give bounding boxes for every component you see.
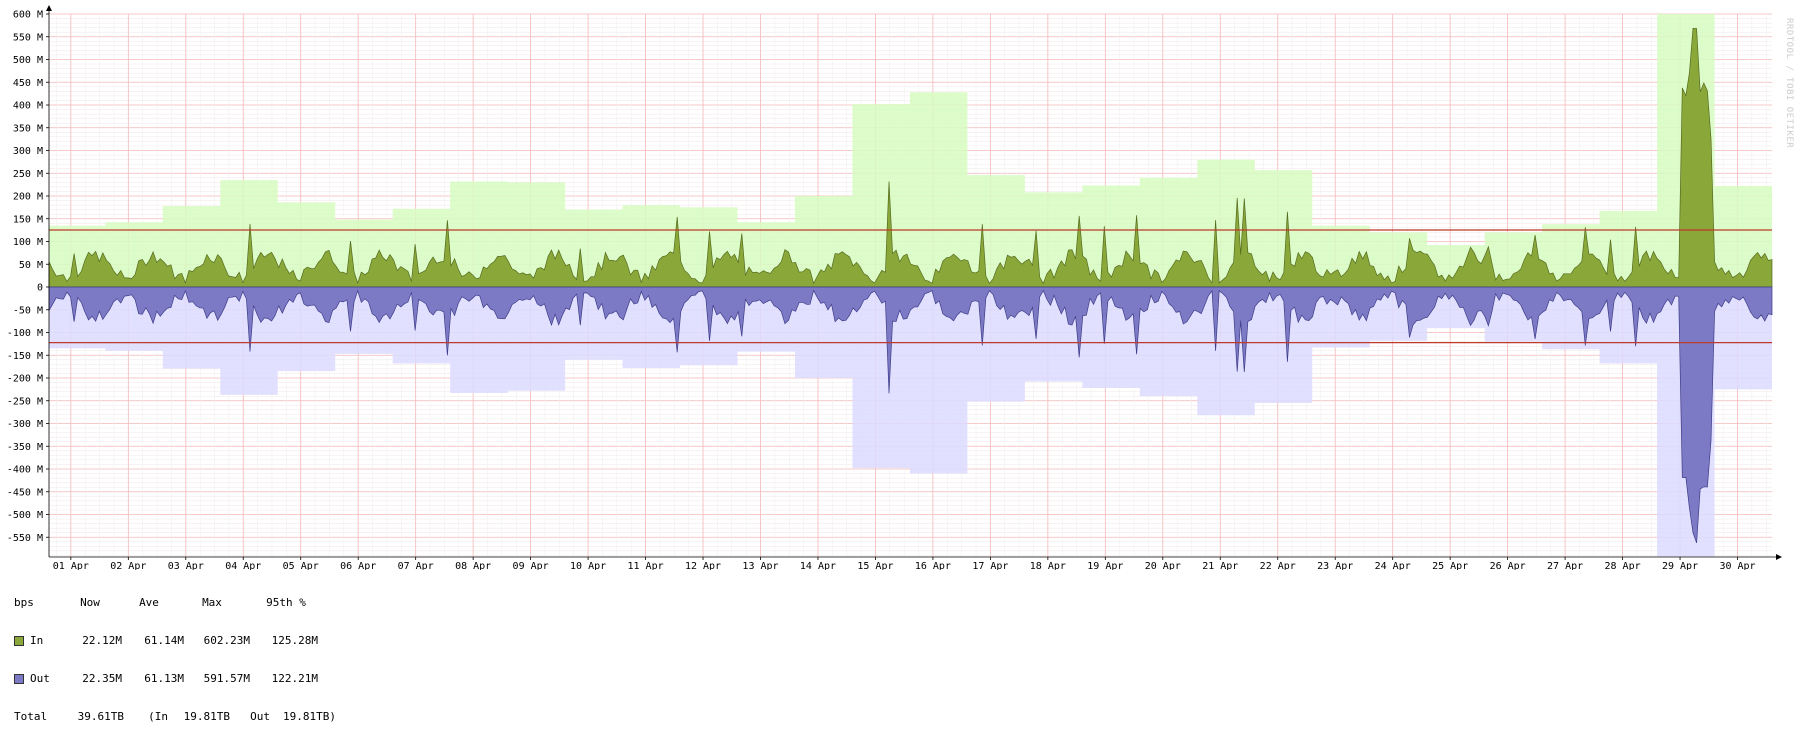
legend-total-out-label: Out bbox=[250, 709, 270, 723]
x-tick-label: 24 Apr bbox=[1375, 561, 1411, 570]
x-tick-label: 22 Apr bbox=[1260, 561, 1296, 570]
y-tick-label: -550 M bbox=[7, 533, 43, 544]
max-in-area bbox=[49, 14, 1772, 287]
legend: bps Now Ave Max 95th % In 22.12M 61.14M … bbox=[14, 572, 336, 736]
x-tick-label: 27 Apr bbox=[1547, 561, 1583, 570]
y-tick-label: -150 M bbox=[7, 351, 43, 362]
legend-total-in-value: 19.81TB bbox=[183, 709, 230, 723]
y-tick-label: 450 M bbox=[13, 78, 43, 89]
x-tick-label: 01 Apr bbox=[53, 561, 89, 570]
legend-header-p95: 95th % bbox=[266, 596, 306, 610]
legend-swatch-in bbox=[14, 636, 24, 647]
legend-header-ave: Ave bbox=[139, 596, 159, 610]
legend-total-label: Total bbox=[14, 709, 48, 723]
y-tick-label: -500 M bbox=[7, 510, 43, 521]
legend-header-row: bps Now Ave Max 95th % bbox=[14, 597, 336, 610]
legend-in-ave: 61.14M bbox=[144, 633, 184, 647]
legend-header-now: Now bbox=[80, 596, 100, 610]
y-tick-label: 600 M bbox=[13, 10, 43, 21]
x-tick-label: 21 Apr bbox=[1202, 561, 1238, 570]
legend-in-p95: 125.28M bbox=[271, 633, 318, 647]
legend-out-now: 22.35M bbox=[82, 671, 122, 685]
x-tick-label: 03 Apr bbox=[168, 561, 204, 570]
legend-header-max: Max bbox=[202, 596, 222, 610]
x-tick-label: 10 Apr bbox=[570, 561, 606, 570]
x-tick-label: 09 Apr bbox=[513, 561, 549, 570]
x-tick-label: 23 Apr bbox=[1317, 561, 1353, 570]
x-tick-label: 07 Apr bbox=[398, 561, 434, 570]
legend-total-in-label: (In bbox=[148, 709, 168, 723]
y-axis-arrow bbox=[46, 5, 52, 11]
x-tick-label: 16 Apr bbox=[915, 561, 951, 570]
y-tick-label: -300 M bbox=[7, 419, 43, 430]
x-tick-label: 14 Apr bbox=[800, 561, 836, 570]
x-tick-label: 29 Apr bbox=[1662, 561, 1698, 570]
x-tick-label: 04 Apr bbox=[225, 561, 261, 570]
y-tick-label: -200 M bbox=[7, 374, 43, 385]
daily-max-areas bbox=[49, 14, 1772, 557]
x-tick-label: 12 Apr bbox=[685, 561, 721, 570]
y-tick-label: -50 M bbox=[13, 305, 43, 316]
x-tick-label: 02 Apr bbox=[110, 561, 146, 570]
legend-units: bps bbox=[14, 596, 34, 610]
y-tick-label: -400 M bbox=[7, 465, 43, 476]
legend-out-p95: 122.21M bbox=[271, 671, 318, 685]
legend-in-now: 22.12M bbox=[82, 633, 122, 647]
x-tick-label: 18 Apr bbox=[1030, 561, 1066, 570]
y-axis-tick-labels: 600 M 550 M 500 M 450 M 400 M 350 M 300 M 250 M… bbox=[7, 10, 49, 544]
y-tick-label: 0 bbox=[37, 283, 43, 294]
x-tick-label: 28 Apr bbox=[1605, 561, 1641, 570]
legend-total-out-value: 19.81TB) bbox=[283, 709, 336, 723]
legend-row-total: Total 39.61TB (In 19.81TB Out 19.81TB) bbox=[14, 709, 336, 724]
legend-row-out: Out 22.35M 61.13M 591.57M 122.21M bbox=[14, 671, 336, 686]
y-tick-label: 550 M bbox=[13, 32, 43, 43]
x-axis-tick-labels: 01 Apr 02 Apr 03 Apr 04 Apr 05 Apr 06 Apr 07 A… bbox=[53, 557, 1756, 570]
legend-out-ave: 61.13M bbox=[144, 671, 184, 685]
legend-in-max: 602.23M bbox=[203, 633, 250, 647]
x-tick-label: 17 Apr bbox=[972, 561, 1008, 570]
legend-label-in: In bbox=[30, 633, 44, 647]
y-tick-label: 100 M bbox=[13, 237, 43, 248]
axes bbox=[46, 5, 1782, 560]
y-tick-label: -100 M bbox=[7, 328, 43, 339]
y-tick-label: -450 M bbox=[7, 487, 43, 498]
x-tick-label: 19 Apr bbox=[1087, 561, 1123, 570]
y-tick-label: 250 M bbox=[13, 169, 43, 180]
x-tick-label: 06 Apr bbox=[340, 561, 376, 570]
x-tick-label: 25 Apr bbox=[1432, 561, 1468, 570]
y-tick-label: 400 M bbox=[13, 101, 43, 112]
rrdtool-credit: RRDTOOL / TOBI OETIKER bbox=[1784, 18, 1794, 149]
x-tick-label: 13 Apr bbox=[742, 561, 778, 570]
traffic-areas bbox=[48, 28, 1773, 544]
x-tick-label: 30 Apr bbox=[1719, 561, 1755, 570]
x-tick-label: 20 Apr bbox=[1145, 561, 1181, 570]
y-tick-label: 350 M bbox=[13, 123, 43, 134]
x-tick-label: 11 Apr bbox=[627, 561, 663, 570]
legend-total-value: 39.61TB bbox=[77, 709, 124, 723]
legend-row-in: In 22.12M 61.14M 602.23M 125.28M bbox=[14, 633, 336, 648]
series-in-area bbox=[48, 28, 1773, 288]
x-axis-arrow bbox=[1776, 554, 1782, 560]
y-tick-label: 200 M bbox=[13, 192, 43, 203]
legend-out-max: 591.57M bbox=[203, 671, 250, 685]
series-out-area bbox=[48, 286, 1773, 544]
y-tick-label: -250 M bbox=[7, 396, 43, 407]
y-tick-label: 150 M bbox=[13, 214, 43, 225]
legend-label-out: Out bbox=[30, 671, 50, 685]
x-tick-label: 15 Apr bbox=[857, 561, 893, 570]
legend-swatch-out bbox=[14, 674, 24, 685]
x-tick-label: 08 Apr bbox=[455, 561, 491, 570]
y-tick-label: -350 M bbox=[7, 442, 43, 453]
y-tick-label: 500 M bbox=[13, 55, 43, 66]
x-tick-label: 05 Apr bbox=[283, 561, 319, 570]
y-tick-label: 300 M bbox=[13, 146, 43, 157]
traffic-chart: 600 M 550 M 500 M 450 M 400 M 350 M 300 M 250 M… bbox=[7, 5, 1782, 570]
x-tick-label: 26 Apr bbox=[1490, 561, 1526, 570]
y-tick-label: 50 M bbox=[19, 260, 43, 271]
max-out-area bbox=[49, 287, 1772, 557]
percentile-lines bbox=[49, 229, 1772, 344]
